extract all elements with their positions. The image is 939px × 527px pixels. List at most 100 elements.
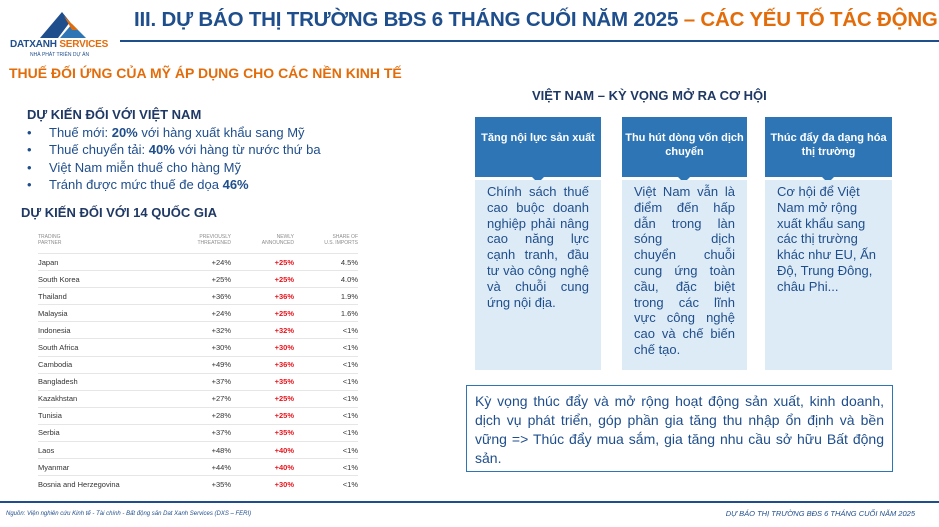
table-row: Myanmar +44% +40% <1% <box>38 458 358 476</box>
footer-title: DỰ BÁO THỊ TRƯỜNG BĐS 6 THÁNG CUỐI NĂM 2… <box>725 509 915 518</box>
cell-new: +36% <box>231 355 294 374</box>
company-logo: DATXANH SERVICES NHÀ PHÁT TRIỂN DỰ ÁN <box>10 10 120 58</box>
column-header-share: SHARE OF U.S. IMPORTS <box>324 234 358 246</box>
table-row: Malaysia +24% +25% 1.6% <box>38 304 358 322</box>
card-header-markets: Thúc đẩy đa dạng hóa thị trường <box>765 117 892 177</box>
cell-previous: +24% <box>158 252 231 271</box>
tariff-table-body: Japan +24% +25% 4.5% South Korea +25% +25% 4.0%… <box>38 252 358 493</box>
cell-share: <1% <box>294 389 358 408</box>
table-row: Laos +48% +40% <1% <box>38 441 358 459</box>
logo-tagline: NHÀ PHÁT TRIỂN DỰ ÁN <box>30 52 90 58</box>
cell-previous: +32% <box>158 321 231 339</box>
cell-share: 1.6% <box>294 304 358 322</box>
cell-share: 4.0% <box>294 270 358 288</box>
column-header-new: NEWLY ANNOUNCED <box>261 234 294 246</box>
cell-partner: South Africa <box>38 338 158 357</box>
cell-share: <1% <box>294 355 358 374</box>
cell-new: +40% <box>231 458 294 476</box>
card-body-capital: Việt Nam vẫn là điểm đến hấp dẫn trong l… <box>622 180 747 370</box>
table-row: Tunisia +28% +25% <1% <box>38 406 358 425</box>
vietnam-tariff-list: Thuế mới: 20% với hàng xuất khẩu sang Mỹ… <box>27 124 321 193</box>
cell-partner: Laos <box>38 441 158 459</box>
card-body-production: Chính sách thuế cao buộc doanh nghiệp ph… <box>475 180 601 370</box>
cell-partner: Myanmar <box>38 458 158 476</box>
cell-share: <1% <box>294 406 358 425</box>
cell-previous: +28% <box>158 406 231 425</box>
cell-new: +25% <box>231 270 294 288</box>
card-header-production: Tăng nội lực sản xuất <box>475 117 601 177</box>
cell-previous: +30% <box>158 338 231 357</box>
cell-previous: +49% <box>158 355 231 374</box>
table-row: Bosnia and Herzegovina +35% +30% <1% <box>38 475 358 493</box>
vietnam-heading: DỰ KIẾN ĐỐI VỚI VIỆT NAM <box>27 107 202 122</box>
list-item: Việt Nam miễn thuế cho hàng Mỹ <box>27 159 321 177</box>
section-heading: THUẾ ĐỐI ỨNG CỦA MỸ ÁP DỤNG CHO CÁC NỀN … <box>9 65 402 81</box>
cell-partner: Tunisia <box>38 406 158 425</box>
cell-partner: Bangladesh <box>38 372 158 391</box>
cell-previous: +27% <box>158 389 231 408</box>
cell-new: +25% <box>231 389 294 408</box>
cell-share: <1% <box>294 372 358 391</box>
cell-previous: +25% <box>158 270 231 288</box>
cell-partner: Indonesia <box>38 321 158 339</box>
card-body-markets: Cơ hội để Việt Nam mở rộng xuất khẩu san… <box>765 180 892 370</box>
tariff-table: TRADING PARTNER PREVIOUSLY THREATENED NEWL… <box>38 234 358 493</box>
expectation-heading: VIỆT NAM – KỲ VỌNG MỞ RA CƠ HỘI <box>532 88 767 103</box>
countries-heading: DỰ KIẾN ĐỐI VỚI 14 QUỐC GIA <box>21 205 217 220</box>
card-header-capital: Thu hút dòng vốn dịch chuyển <box>622 117 747 177</box>
page-title: III. DỰ BÁO THỊ TRƯỜNG BĐS 6 THÁNG CUỐI … <box>134 8 938 31</box>
cell-new: +35% <box>231 423 294 442</box>
cell-partner: Bosnia and Herzegovina <box>38 475 158 493</box>
list-item: Thuế mới: 20% với hàng xuất khẩu sang Mỹ <box>27 124 321 142</box>
footer-divider <box>0 501 939 503</box>
cell-share: <1% <box>294 475 358 493</box>
cell-share: 4.5% <box>294 252 358 271</box>
cell-previous: +48% <box>158 441 231 459</box>
table-row: Serbia +37% +35% <1% <box>38 423 358 442</box>
cell-previous: +36% <box>158 287 231 305</box>
cell-new: +35% <box>231 372 294 391</box>
cell-share: <1% <box>294 321 358 339</box>
cell-share: <1% <box>294 423 358 442</box>
cell-partner: Thailand <box>38 287 158 305</box>
table-row: Kazakhstan +27% +25% <1% <box>38 389 358 408</box>
cell-partner: Malaysia <box>38 304 158 322</box>
cell-partner: Serbia <box>38 423 158 442</box>
cell-share: 1.9% <box>294 287 358 305</box>
summary-box: Kỳ vọng thúc đẩy và mở rộng hoạt động sả… <box>466 385 893 472</box>
cell-new: +25% <box>231 252 294 271</box>
cell-new: +40% <box>231 441 294 459</box>
cell-partner: Cambodia <box>38 355 158 374</box>
column-header-partner: TRADING PARTNER <box>38 234 62 246</box>
cell-partner: Kazakhstan <box>38 389 158 408</box>
cell-previous: +37% <box>158 423 231 442</box>
cell-previous: +35% <box>158 475 231 493</box>
table-header-row: TRADING PARTNER PREVIOUSLY THREATENED NEWL… <box>38 234 358 254</box>
cell-new: +25% <box>231 304 294 322</box>
column-header-previous: PREVIOUSLY THREATENED <box>197 234 231 246</box>
cell-previous: +37% <box>158 372 231 391</box>
cell-partner: Japan <box>38 252 158 271</box>
table-row: Thailand +36% +36% 1.9% <box>38 287 358 305</box>
cell-share: <1% <box>294 441 358 459</box>
table-row: South Korea +25% +25% 4.0% <box>38 270 358 288</box>
cell-new: +36% <box>231 287 294 305</box>
footer-source: Nguồn: Viện nghiên cứu Kinh tế - Tài chí… <box>6 511 252 517</box>
logo-wordmark: DATXANH SERVICES <box>10 39 109 50</box>
table-row: South Africa +30% +30% <1% <box>38 338 358 357</box>
cell-new: +30% <box>231 475 294 493</box>
table-row: Bangladesh +37% +35% <1% <box>38 372 358 391</box>
list-item: Tránh được mức thuế đe dọa 46% <box>27 176 321 194</box>
cell-previous: +44% <box>158 458 231 476</box>
logo-mountain-icon <box>40 12 86 38</box>
cell-share: <1% <box>294 338 358 357</box>
list-item: Thuế chuyển tải: 40% với hàng từ nước th… <box>27 141 321 159</box>
table-row: Cambodia +49% +36% <1% <box>38 355 358 374</box>
title-divider <box>120 40 939 42</box>
cell-new: +32% <box>231 321 294 339</box>
cell-previous: +24% <box>158 304 231 322</box>
table-row: Japan +24% +25% 4.5% <box>38 252 358 271</box>
cell-new: +25% <box>231 406 294 425</box>
cell-new: +30% <box>231 338 294 357</box>
table-row: Indonesia +32% +32% <1% <box>38 321 358 339</box>
